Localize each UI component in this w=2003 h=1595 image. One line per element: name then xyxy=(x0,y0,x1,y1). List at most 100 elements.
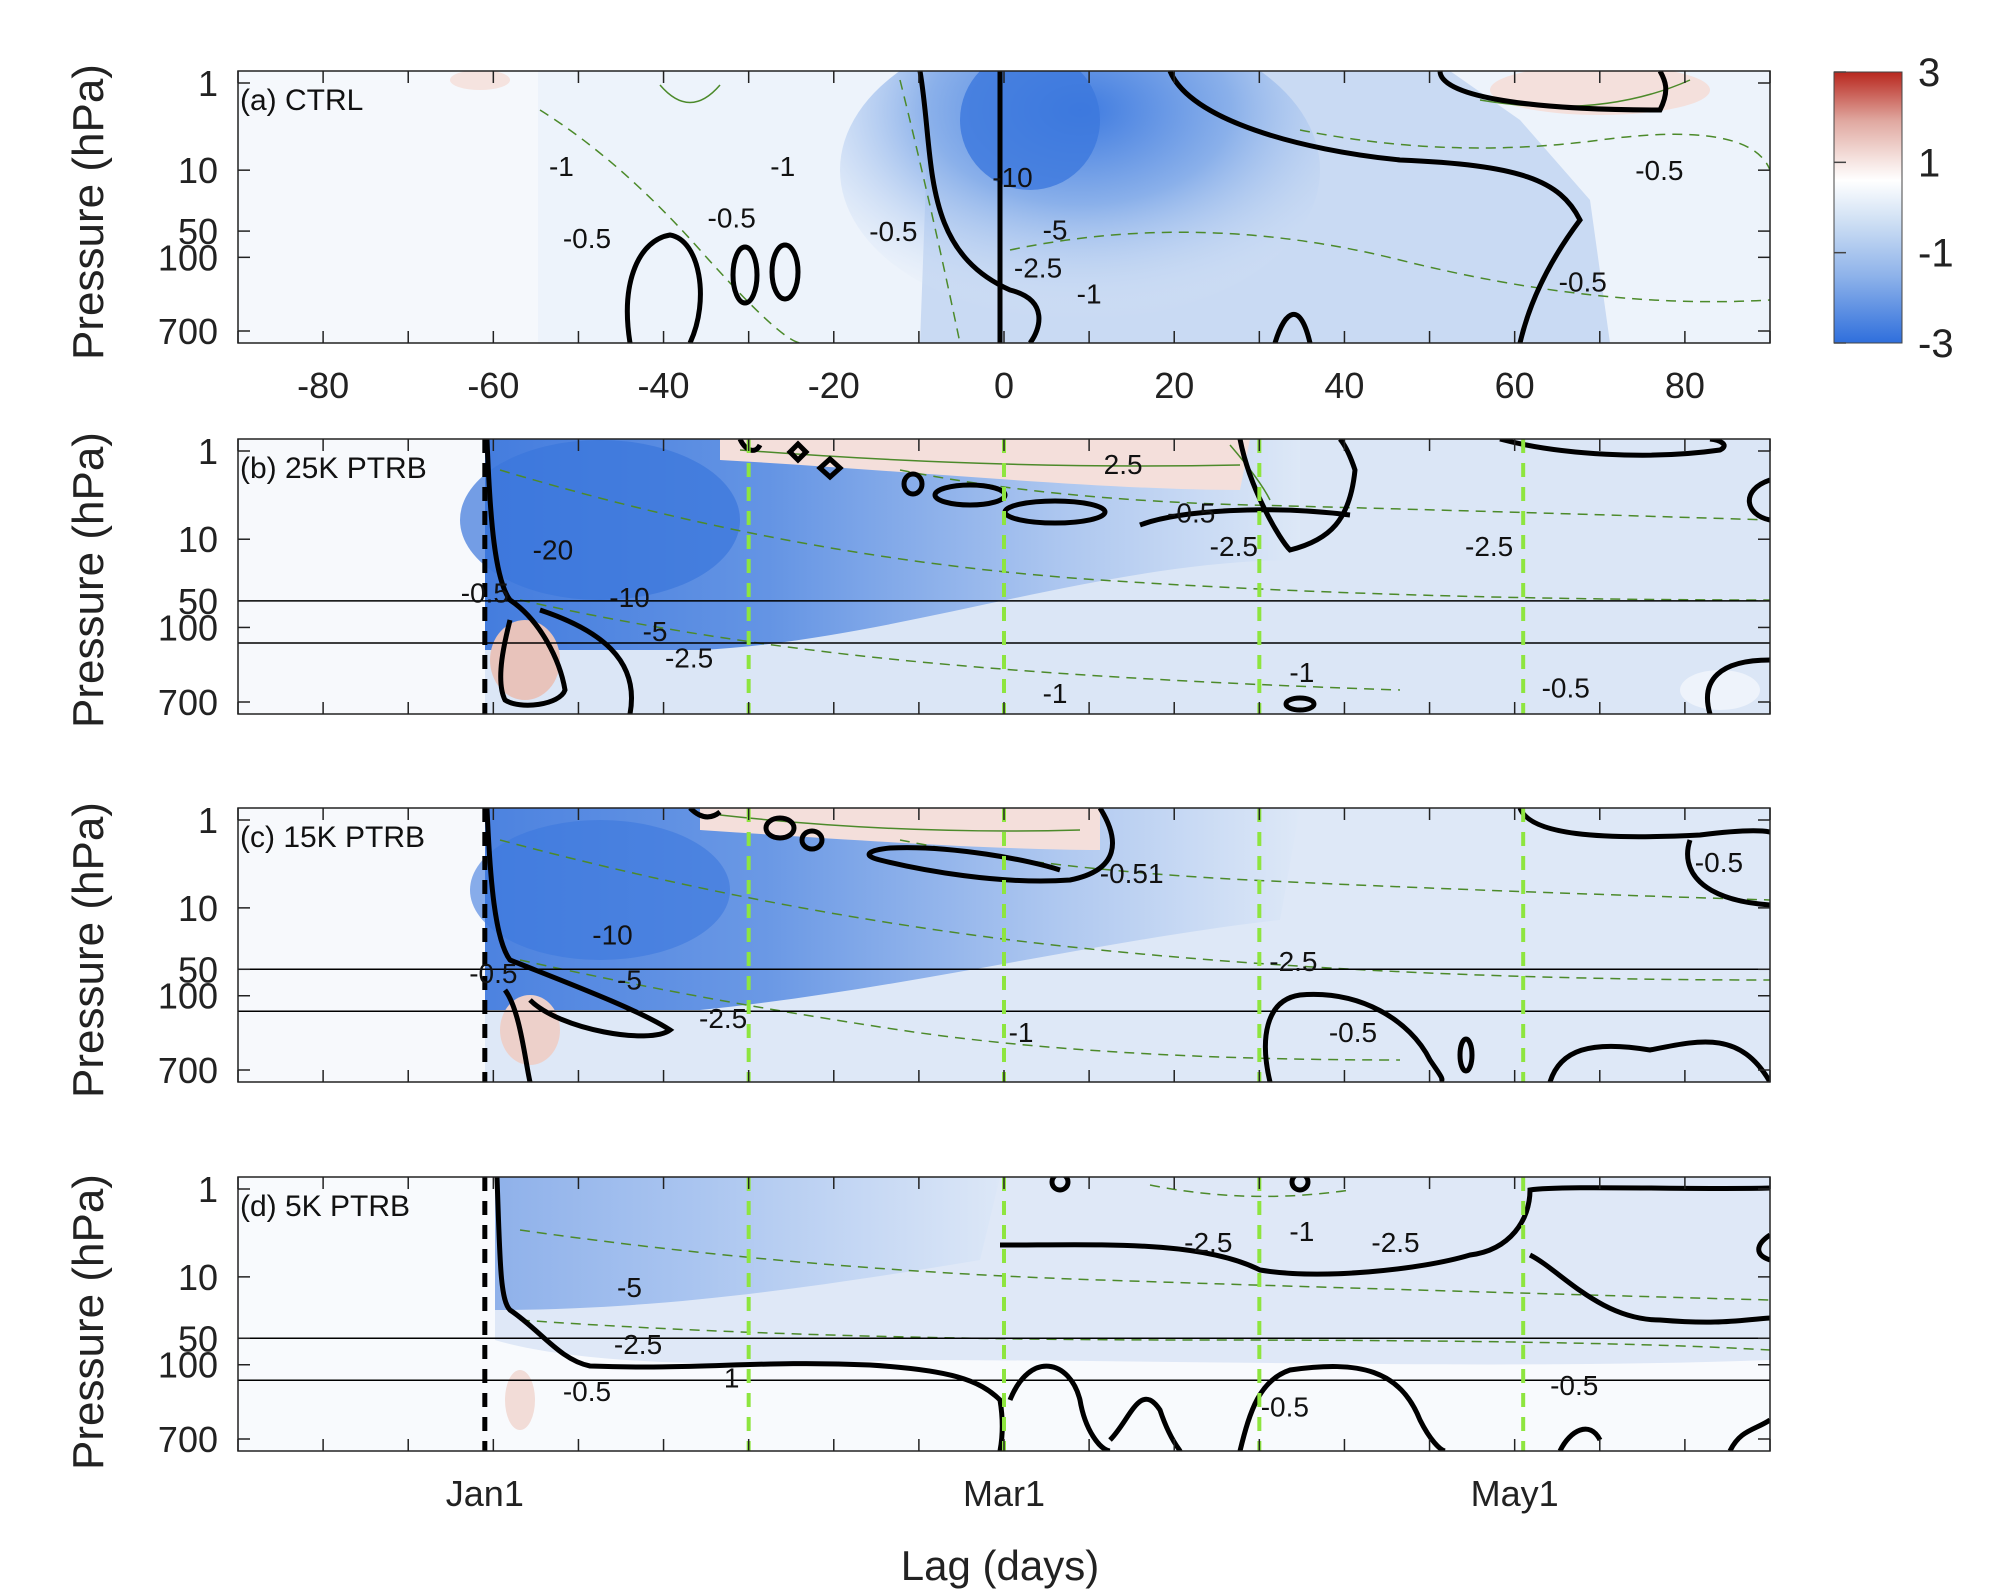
y-tick-label: 10 xyxy=(178,150,218,191)
contour-label: -5 xyxy=(1043,215,1068,246)
panel-c-title: (c) 15K PTRB xyxy=(240,821,425,854)
contour-label: -1 xyxy=(1009,1017,1034,1048)
y-tick-label: 50 xyxy=(178,949,218,990)
y-tick-label: 700 xyxy=(158,1050,218,1091)
y-tick-label: 50 xyxy=(178,211,218,252)
panel-c-zero-contours xyxy=(484,808,1770,1082)
y-tick-label: 1 xyxy=(198,63,218,104)
y-tick-label: 700 xyxy=(158,1419,218,1460)
contour-label: -0.5 xyxy=(1167,498,1215,529)
contour-label: -2.5 xyxy=(1210,531,1258,562)
y-tick-label: 50 xyxy=(178,1318,218,1359)
contour-label: -2.5 xyxy=(699,1003,747,1034)
x-tick-label: Jan1 xyxy=(446,1473,524,1514)
contour-label: -10 xyxy=(592,919,632,950)
contour-label: -0.5 xyxy=(563,1376,611,1407)
y-tick-label: 1 xyxy=(198,800,218,841)
panel-c-guide-lines xyxy=(238,808,1770,1082)
contour-label: -1 xyxy=(1289,657,1314,688)
y-tick-label: 10 xyxy=(178,888,218,929)
x-tick-label: 0 xyxy=(994,365,1014,406)
contour-label: -1 xyxy=(1289,1216,1314,1247)
panel-a: -1 -0.5 -0.5 -1 -0.5 -10 -5 -2.5 -1 -0.5 -0.5 (a) … xyxy=(64,63,1771,406)
panel-b-y-label: Pressure (hPa) xyxy=(64,432,113,728)
panel-c: -10 -0.5 -5 -2.5 -0.51 -2.5 -1 -0.5 -0.5 (c) 15K… xyxy=(64,800,1771,1098)
panel-c-y-label: Pressure (hPa) xyxy=(64,802,113,1098)
panel-d-x-ticks: Jan1 Mar1 May1 xyxy=(446,1473,1559,1514)
y-tick-label: 50 xyxy=(178,581,218,622)
contour-label: -5 xyxy=(617,1272,642,1303)
contour-label: -0.5 xyxy=(708,203,756,234)
contour-label: -0.5 xyxy=(869,216,917,247)
x-tick-label: -60 xyxy=(467,365,519,406)
colorbar-tick-label: 3 xyxy=(1918,51,1940,95)
y-tick-label: 10 xyxy=(178,1257,218,1298)
panel-b-zero-contours xyxy=(484,439,1770,714)
y-tick-label: 100 xyxy=(158,976,218,1017)
contour-label: -0.5 xyxy=(461,577,509,608)
contour-label: -2.5 xyxy=(614,1329,662,1360)
panel-d-field xyxy=(238,1177,1770,1451)
panel-c-thin-contours xyxy=(499,814,1770,1061)
y-tick-label: 1 xyxy=(198,431,218,472)
panel-b-thin-contours xyxy=(499,444,1770,691)
x-tick-label: 80 xyxy=(1665,365,1705,406)
contour-label: -10 xyxy=(609,582,649,613)
panel-b: -20-0.5 -10-5-2.52.5-0.5-2.5 -2.5-1-1 -0.5 … xyxy=(64,431,1771,728)
contour-label: -2.5 xyxy=(1465,531,1513,562)
contour-label: -2.5 xyxy=(1184,1227,1232,1258)
contour-label: -2.5 xyxy=(1371,1227,1419,1258)
contour-label: -2.5 xyxy=(665,643,713,674)
panel-a-x-ticks: -80 -60 -40 -20 0 20 40 60 80 xyxy=(297,365,1705,406)
panel-a-field xyxy=(238,71,1770,343)
panel-d: -5-2.5-0.5 1-2.5 -1 -2.5-0.5-0.5 (d) 5K PTR… xyxy=(64,1169,1771,1589)
colorbar-gradient xyxy=(1833,71,1903,344)
panel-d-title: (d) 5K PTRB xyxy=(240,1190,410,1223)
panel-c-contour-labels: -10 -0.5 -5 -2.5 -0.51 -2.5 -1 -0.5 -0.5 xyxy=(469,847,1743,1048)
contour-label: -0.5 xyxy=(563,223,611,254)
colorbar-tick-label: -1 xyxy=(1918,232,1954,276)
panel-a-y-label: Pressure (hPa) xyxy=(64,64,113,360)
colorbar: 3 1 -1 -3 xyxy=(1833,51,1954,366)
x-tick-label: -20 xyxy=(808,365,860,406)
contour-label: -2.5 xyxy=(1014,252,1062,283)
panel-d-thin-contours xyxy=(519,1184,1770,1351)
contour-label: -0.5 xyxy=(1559,267,1607,298)
contour-label: -0.51 xyxy=(1100,858,1164,889)
y-tick-label: 700 xyxy=(158,311,218,352)
contour-label: -20 xyxy=(533,534,573,565)
panel-b-field xyxy=(238,439,1770,714)
x-tick-label: 60 xyxy=(1495,365,1535,406)
contour-label: -0.5 xyxy=(1550,1370,1598,1401)
y-tick-label: 100 xyxy=(158,607,218,648)
contour-label: -1 xyxy=(1077,279,1102,310)
y-tick-label: 700 xyxy=(158,682,218,723)
x-tick-label: -80 xyxy=(297,365,349,406)
panel-b-guide-lines xyxy=(238,439,1770,714)
x-tick-label: 40 xyxy=(1324,365,1364,406)
contour-label: -1 xyxy=(1043,678,1068,709)
panel-d-y-label: Pressure (hPa) xyxy=(64,1174,113,1470)
y-tick-label: 100 xyxy=(158,1345,218,1386)
panel-d-zero-contours xyxy=(494,1177,1770,1451)
panel-b-contour-labels: -20-0.5 -10-5-2.52.5-0.5-2.5 -2.5-1-1 -0.5 xyxy=(461,449,1590,709)
contour-label: -0.5 xyxy=(469,958,517,989)
contour-label: -0.5 xyxy=(1329,1017,1377,1048)
contour-label: -0.5 xyxy=(1542,673,1590,704)
contour-label: 2.5 xyxy=(1104,449,1143,480)
panel-d-guide-lines xyxy=(238,1177,1770,1451)
panel-d-contour-labels: -5-2.5-0.5 1-2.5 -1 -2.5-0.5-0.5 xyxy=(563,1216,1599,1423)
colorbar-tick-label: -3 xyxy=(1918,322,1954,366)
contour-label: -1 xyxy=(549,151,574,182)
colorbar-tick-label: 1 xyxy=(1918,141,1940,185)
panel-a-title: (a) CTRL xyxy=(240,84,363,117)
x-tick-label: May1 xyxy=(1471,1473,1559,1514)
x-tick-label: 20 xyxy=(1154,365,1194,406)
y-tick-label: 100 xyxy=(158,237,218,278)
panel-a-zero-contours xyxy=(624,71,1669,343)
contour-label: -10 xyxy=(992,162,1032,193)
colorbar-ticks: 3 1 -1 -3 xyxy=(1834,51,1954,366)
contour-label: -5 xyxy=(643,616,668,647)
